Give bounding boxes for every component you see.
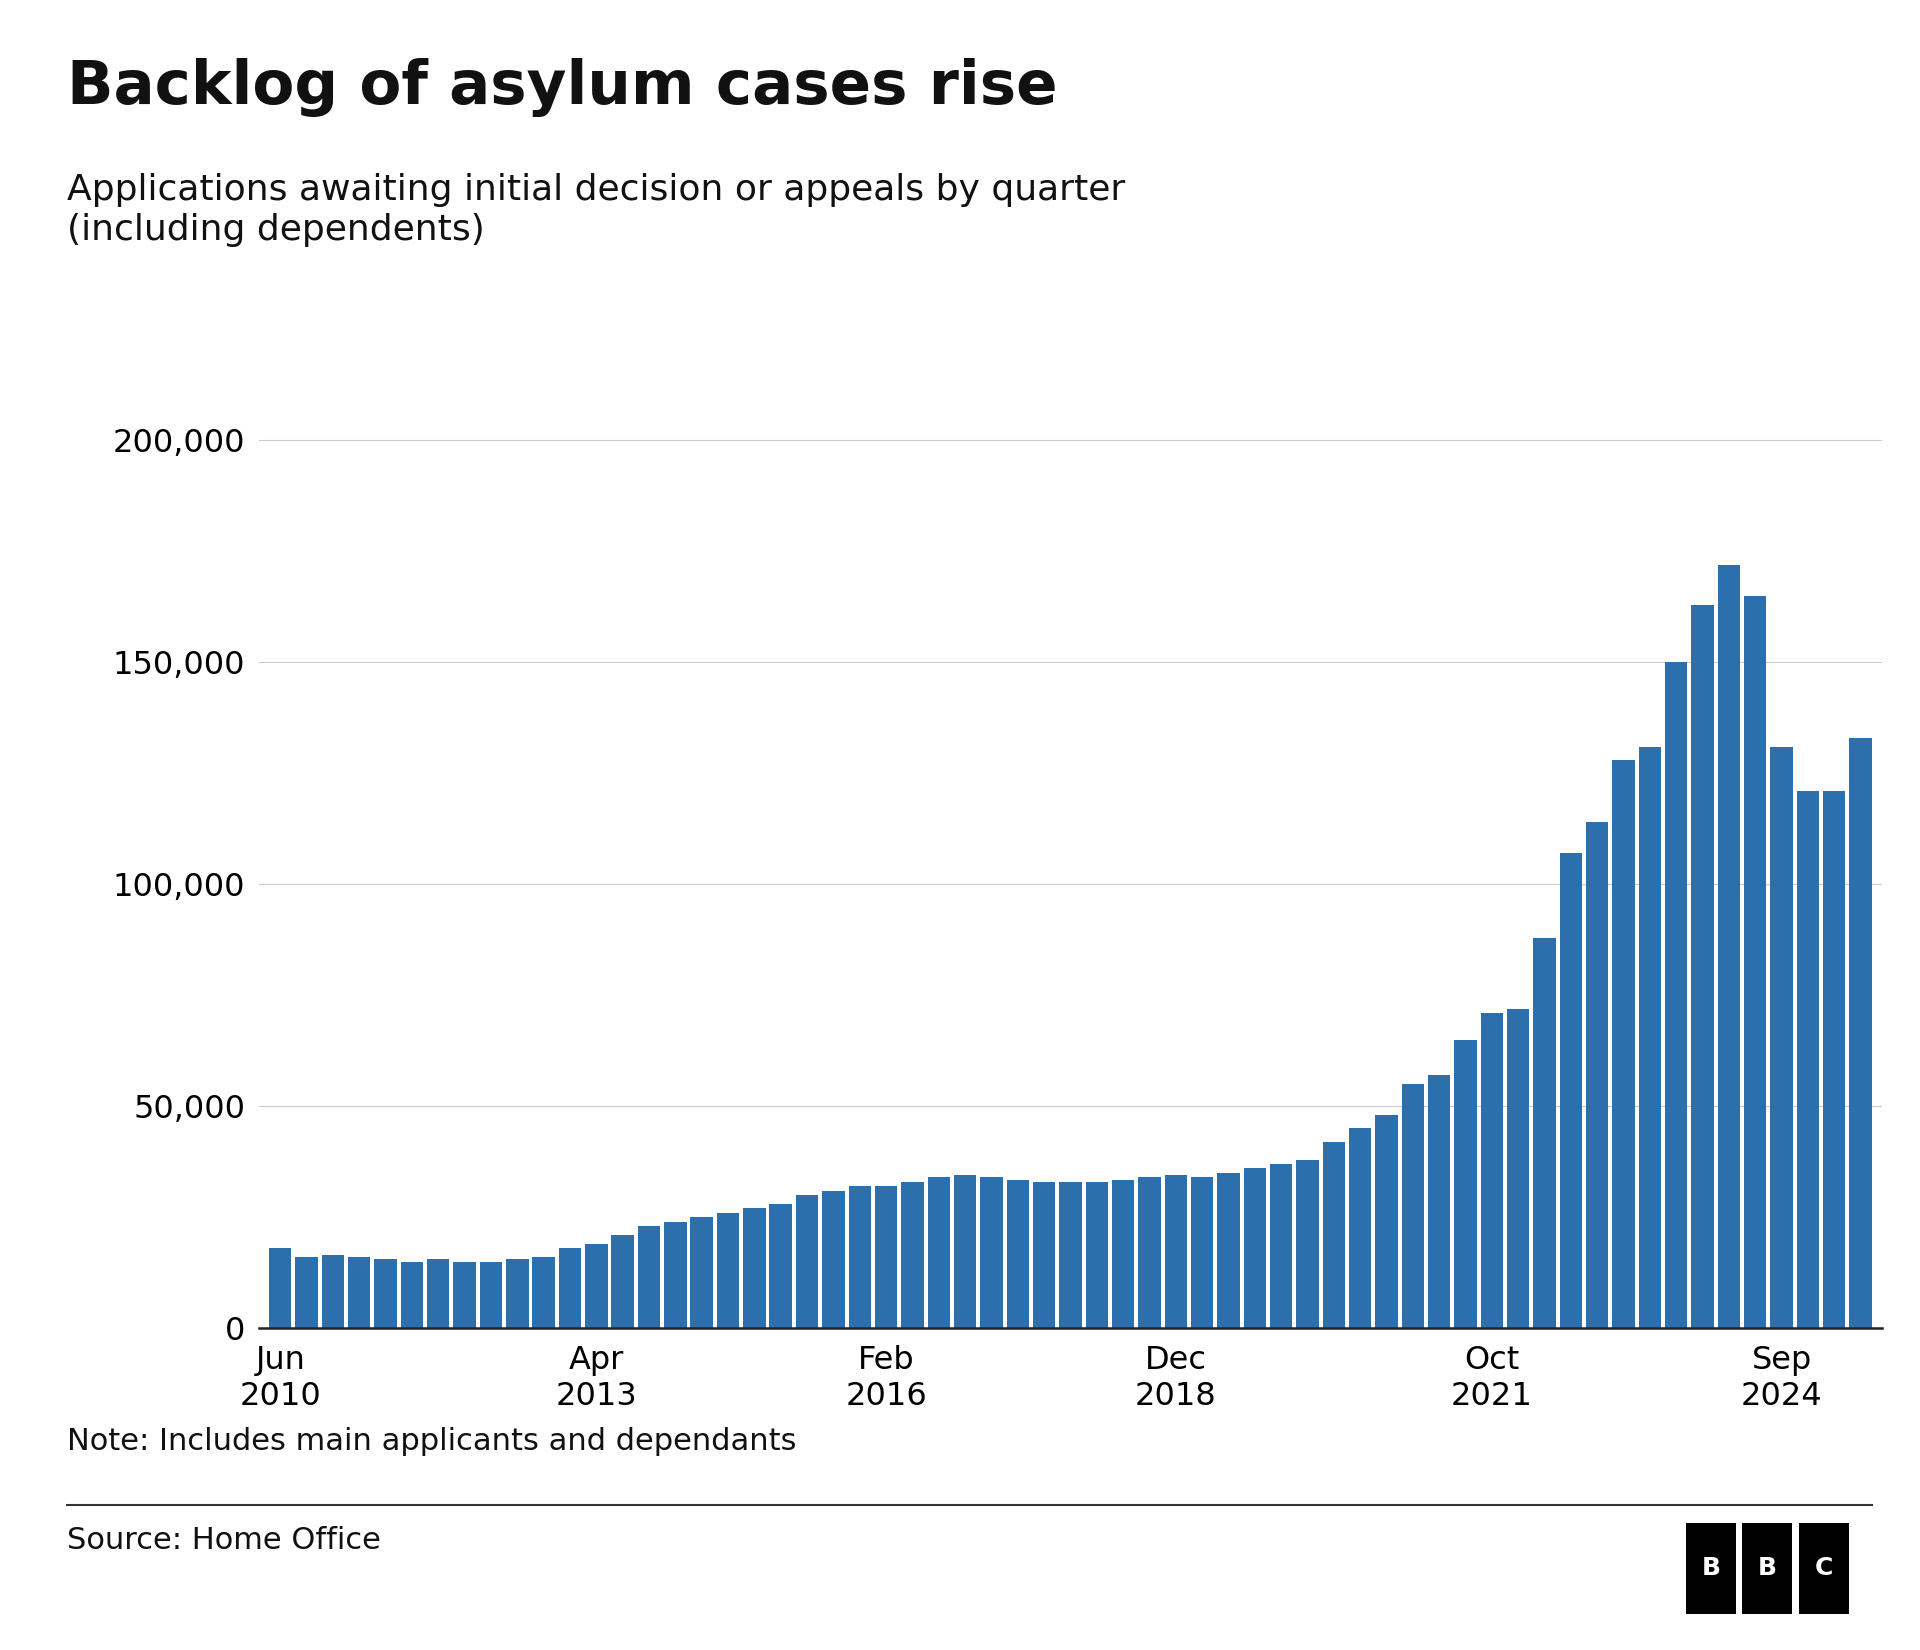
Bar [323, 1256, 344, 1328]
Bar [1402, 1084, 1425, 1328]
Bar [900, 1181, 924, 1328]
Text: B: B [1701, 1556, 1720, 1581]
Bar [1799, 1523, 1849, 1614]
Bar [559, 1249, 582, 1328]
Bar [532, 1257, 555, 1328]
Bar [1296, 1160, 1319, 1328]
Bar [1718, 564, 1740, 1328]
Bar [637, 1226, 660, 1328]
Bar [981, 1178, 1002, 1328]
Bar [1534, 937, 1555, 1328]
Bar [1638, 747, 1661, 1328]
Bar [1770, 747, 1793, 1328]
Bar [849, 1186, 872, 1328]
Bar [1586, 822, 1609, 1328]
Bar [664, 1221, 687, 1328]
Bar [1741, 1523, 1793, 1614]
Bar [954, 1175, 975, 1328]
Bar [1006, 1180, 1029, 1328]
Bar [795, 1195, 818, 1328]
Bar [1085, 1181, 1108, 1328]
Bar [426, 1259, 449, 1328]
Bar [453, 1262, 476, 1328]
Bar [1060, 1181, 1081, 1328]
Bar [1269, 1163, 1292, 1328]
Text: B: B [1759, 1556, 1776, 1581]
Bar [1453, 1040, 1476, 1328]
Bar [1665, 662, 1688, 1328]
Bar [1613, 761, 1634, 1328]
Bar [1507, 1008, 1530, 1328]
Bar [611, 1234, 634, 1328]
Bar [1165, 1175, 1187, 1328]
Bar [770, 1204, 791, 1328]
Bar [586, 1244, 607, 1328]
Bar [1375, 1115, 1398, 1328]
Bar [507, 1259, 528, 1328]
Text: Backlog of asylum cases rise: Backlog of asylum cases rise [67, 58, 1058, 117]
Bar [1112, 1180, 1135, 1328]
Text: Source: Home Office: Source: Home Office [67, 1526, 380, 1556]
Bar [1428, 1076, 1450, 1328]
Bar [1692, 604, 1715, 1328]
Bar [374, 1259, 397, 1328]
Text: C: C [1814, 1556, 1834, 1581]
Bar [1139, 1178, 1160, 1328]
Bar [1797, 790, 1818, 1328]
Bar [296, 1257, 319, 1328]
Bar [1350, 1129, 1371, 1328]
Bar [716, 1213, 739, 1328]
Bar [269, 1249, 292, 1328]
Text: Note: Includes main applicants and dependants: Note: Includes main applicants and depen… [67, 1427, 797, 1457]
Bar [822, 1191, 845, 1328]
Bar [1686, 1523, 1736, 1614]
Bar [480, 1262, 503, 1328]
Bar [1217, 1173, 1240, 1328]
Bar [1743, 596, 1766, 1328]
Bar [1244, 1168, 1265, 1328]
Text: Applications awaiting initial decision or appeals by quarter
(including dependen: Applications awaiting initial decision o… [67, 173, 1125, 246]
Bar [1323, 1142, 1346, 1328]
Bar [401, 1262, 422, 1328]
Bar [1849, 738, 1872, 1328]
Bar [1559, 853, 1582, 1328]
Bar [1190, 1178, 1213, 1328]
Bar [1822, 790, 1845, 1328]
Bar [927, 1178, 950, 1328]
Bar [348, 1257, 371, 1328]
Bar [876, 1186, 897, 1328]
Bar [1033, 1181, 1056, 1328]
Bar [1480, 1013, 1503, 1328]
Bar [743, 1208, 766, 1328]
Bar [691, 1218, 712, 1328]
